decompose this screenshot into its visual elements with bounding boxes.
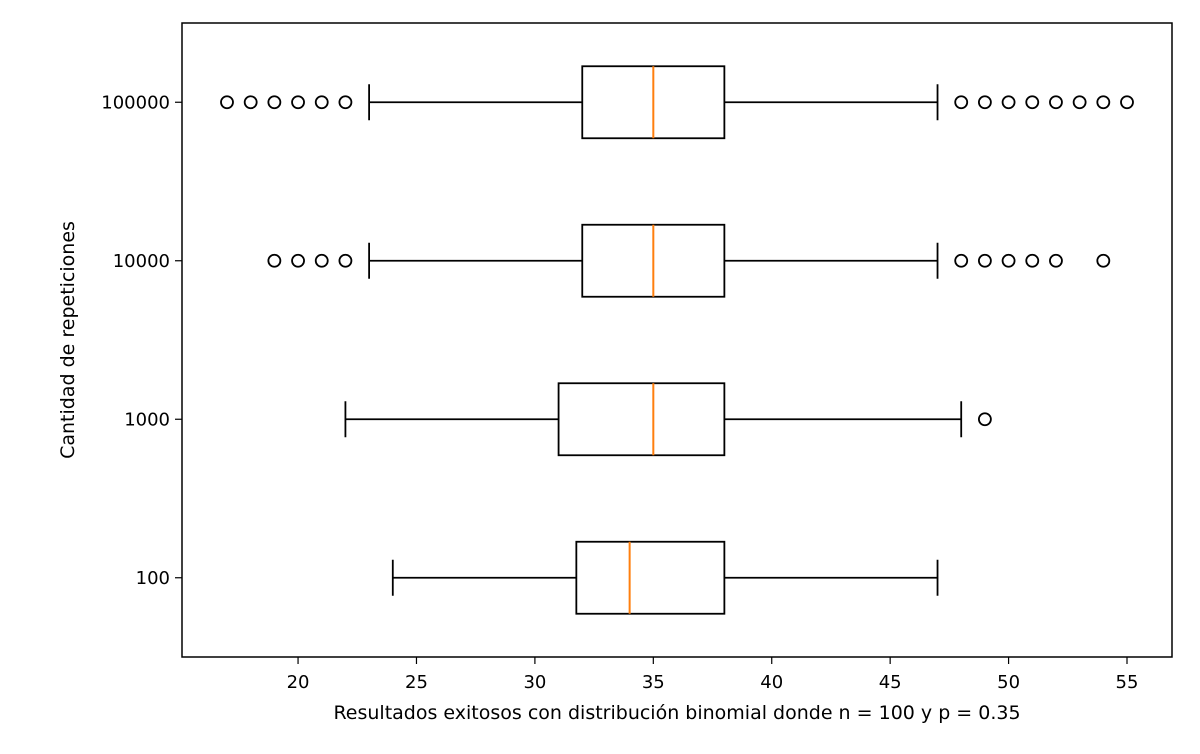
outlier-point <box>1001 253 1016 268</box>
x-axis-label: Resultados exitosos con distribución bin… <box>333 702 1020 724</box>
outlier-point <box>977 253 992 268</box>
box-10000 <box>267 223 1111 298</box>
y-tick-label: 1000 <box>124 409 170 430</box>
plot-frame <box>181 22 1173 658</box>
x-tick-label: 25 <box>405 672 428 693</box>
outlier-point <box>291 95 305 110</box>
y-tick-label: 100 <box>136 568 170 589</box>
x-tick-label: 20 <box>287 672 310 693</box>
outlier-point <box>1096 253 1111 268</box>
outlier-point <box>267 253 282 268</box>
outlier-point <box>338 253 353 268</box>
outlier-point <box>314 253 329 268</box>
outlier-point <box>1096 95 1111 110</box>
outlier-point <box>338 95 353 110</box>
box-100 <box>391 540 939 615</box>
y-tick-label: 100000 <box>101 92 170 113</box>
x-axis-ticks: 20 25 30 35 40 45 50 55 <box>287 657 1139 693</box>
box-1000 <box>344 382 992 457</box>
outlier-point <box>1001 95 1016 110</box>
outlier-point <box>314 95 329 110</box>
x-tick-label: 35 <box>642 672 665 693</box>
box-100000 <box>220 65 1134 140</box>
iqr-box <box>575 540 726 615</box>
y-tick-label: 10000 <box>113 251 170 272</box>
x-tick-label: 45 <box>879 672 902 693</box>
outlier-point <box>1025 253 1040 268</box>
outlier-point <box>1025 95 1040 110</box>
outlier-point <box>954 95 969 110</box>
boxes-group <box>220 65 1134 615</box>
y-axis-ticks: 100 1000 10000 100000 <box>101 92 182 589</box>
iqr-box <box>557 382 726 457</box>
x-tick-label: 30 <box>523 672 546 693</box>
outlier-point <box>977 95 992 110</box>
outlier-point <box>267 95 282 110</box>
outlier-point <box>220 95 234 110</box>
y-axis-label: Cantidad de repeticiones <box>57 221 79 459</box>
x-tick-label: 40 <box>760 672 783 693</box>
outlier-point <box>977 412 992 427</box>
outlier-point <box>1120 95 1134 110</box>
outlier-point <box>1049 253 1063 268</box>
outlier-point <box>243 95 258 110</box>
x-tick-label: 55 <box>1116 672 1139 693</box>
outlier-point <box>1072 95 1087 110</box>
x-tick-label: 50 <box>997 672 1020 693</box>
outlier-point <box>1049 95 1063 110</box>
outlier-point <box>954 253 969 268</box>
outlier-point <box>291 253 305 268</box>
